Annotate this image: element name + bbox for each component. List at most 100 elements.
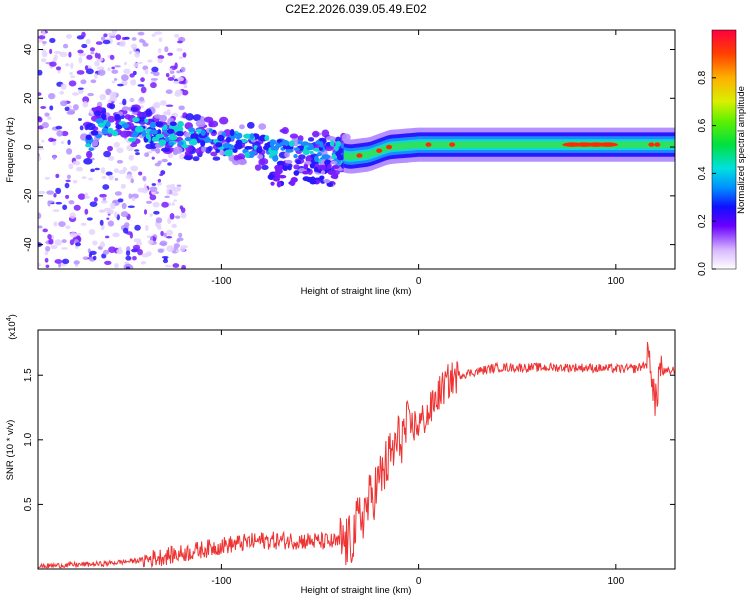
- spec-noise-208: [50, 245, 58, 250]
- spec-noise-314: [175, 249, 180, 253]
- spec-noise-447: [112, 200, 117, 204]
- spec-tail-1037: [270, 181, 275, 186]
- spec-blob-918: [152, 136, 157, 142]
- spec-noise-440: [166, 229, 173, 236]
- spec-tail-1036: [282, 164, 289, 171]
- spec-noise-203: [90, 51, 95, 55]
- spec-noise-502: [49, 61, 57, 67]
- spec-noise-36: [71, 92, 80, 96]
- spec-noise-55: [150, 148, 157, 152]
- spec-blob-894: [200, 140, 206, 147]
- spec-blob-814: [144, 118, 149, 124]
- spec-noise-448: [92, 255, 97, 261]
- spec-blob-947: [177, 141, 184, 146]
- spec-noise-188: [173, 243, 180, 249]
- spec-noise-351: [60, 140, 65, 145]
- spec-blob-983: [97, 122, 106, 128]
- spec-noise-253: [113, 168, 119, 174]
- colorbar-gradient: [711, 29, 737, 270]
- spec-noise-433: [170, 183, 176, 187]
- spec-noise-59: [64, 106, 70, 112]
- spec-noise-243: [146, 150, 153, 154]
- spec-noise-392: [158, 37, 163, 42]
- spec-noise-305: [81, 31, 86, 38]
- spec-noise-387: [116, 214, 120, 221]
- spec-tail-1046: [276, 181, 282, 188]
- spec-blob-957: [293, 153, 298, 159]
- spec-noise-202: [123, 82, 128, 85]
- spec-noise-274: [143, 209, 148, 215]
- spec-tail-1050: [326, 182, 334, 187]
- spec-noise-134: [47, 233, 52, 240]
- spec-noise-465: [151, 33, 157, 38]
- spec-noise-299: [47, 116, 52, 120]
- spec-noise-442: [167, 162, 172, 166]
- spec-halo-763: [138, 116, 145, 122]
- spec-noise-423: [65, 148, 73, 155]
- spec-noise-118: [103, 150, 111, 158]
- spec-noise-238: [129, 264, 134, 269]
- spec-blob-803: [181, 144, 189, 149]
- spec-noise-326: [100, 200, 108, 204]
- spec-noise-391: [94, 52, 99, 59]
- spec-noise-155: [41, 139, 45, 143]
- spec-halo-697: [126, 130, 133, 136]
- spec-halo-761: [192, 156, 200, 162]
- spec-noise-367: [69, 232, 77, 238]
- spec-peak-10: [654, 142, 661, 147]
- spec-noise-428: [46, 190, 55, 195]
- spec-blob-813: [329, 140, 335, 147]
- spec-noise-317: [38, 69, 43, 76]
- spec-noise-259: [168, 68, 173, 72]
- spec-noise-499: [72, 179, 78, 184]
- spec-noise-319: [78, 56, 83, 64]
- spec-tail-1048: [320, 164, 327, 171]
- spec-noise-470: [54, 239, 62, 246]
- spec-noise-348: [72, 104, 79, 111]
- spec-noise-167: [65, 225, 71, 230]
- spec-blob-895: [169, 121, 177, 127]
- spec-noise-404: [151, 156, 155, 160]
- spec-noise-453: [47, 200, 55, 204]
- snr-x-tick-label-1: 0: [416, 576, 422, 587]
- spec-noise-487: [66, 110, 75, 115]
- spec-noise-11: [94, 167, 100, 171]
- spec-halo-602: [107, 115, 116, 123]
- spec-noise-490: [109, 54, 115, 61]
- spec-noise-425: [38, 212, 42, 220]
- spec-noise-432: [84, 208, 89, 215]
- spec-noise-78: [81, 176, 87, 179]
- spec-noise-205: [157, 48, 162, 53]
- spec-noise-100: [124, 261, 129, 265]
- spec-noise-483: [179, 205, 184, 210]
- spec-tail-1049: [313, 167, 319, 173]
- spec-noise-445: [130, 79, 137, 86]
- spec-blob-990: [306, 146, 314, 151]
- spec-tail-1055: [324, 159, 330, 166]
- spec-blob-940: [217, 134, 225, 142]
- spec-noise-516: [163, 232, 167, 238]
- spec-noise-335: [88, 228, 96, 236]
- spec-noise-509: [125, 174, 133, 180]
- spec-noise-98: [92, 240, 98, 246]
- spec-noise-339: [108, 174, 114, 181]
- spec-halo-693: [200, 145, 207, 153]
- spec-noise-273: [137, 61, 143, 65]
- spec-y-tick-label-0: -40: [23, 237, 34, 252]
- spec-noise-54: [128, 50, 133, 55]
- spec-halo-566: [155, 147, 161, 154]
- spec-noise-92: [68, 163, 74, 170]
- spec-halo-738: [91, 139, 99, 147]
- spec-noise-164: [134, 50, 141, 58]
- spec-blob-948: [318, 146, 323, 151]
- spec-halo-536: [85, 150, 93, 159]
- spec-noise-233: [95, 41, 103, 45]
- colorbar-tick-label-2: 0.4: [697, 166, 708, 180]
- spec-noise-321: [131, 111, 139, 115]
- spec-noise-189: [91, 157, 95, 161]
- spec-noise-493: [94, 73, 98, 79]
- spec-noise-429: [89, 250, 97, 255]
- spec-noise-496: [117, 198, 124, 203]
- spec-x-tick-label-0: -100: [211, 276, 231, 287]
